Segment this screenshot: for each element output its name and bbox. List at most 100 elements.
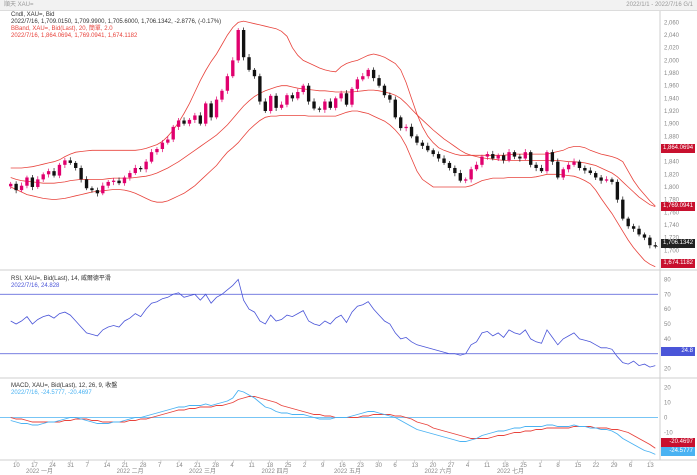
candle-body <box>290 95 295 99</box>
mid-band-tag: 1,769.0941 <box>661 202 695 211</box>
macd-axis-tick: 10 <box>664 401 671 407</box>
x-axis-day-label: 14 <box>104 463 111 469</box>
candle-body <box>139 167 143 170</box>
candle-body <box>399 117 403 129</box>
x-axis-day-label: 2 <box>303 463 307 469</box>
x-axis-month-label: 2022 二月 <box>117 468 144 475</box>
price-axis-tick: 1,900 <box>664 122 680 128</box>
candle-body <box>594 173 598 178</box>
candle-body <box>355 79 360 89</box>
x-axis-day-label: 24 <box>49 463 56 469</box>
rsi-axis-tick: 70 <box>664 292 671 298</box>
x-axis-day-label: 31 <box>67 463 74 469</box>
candle-body <box>117 180 121 184</box>
candle-body <box>209 103 213 118</box>
candle-body <box>382 85 387 96</box>
macd-axis-tick: 20 <box>664 386 671 392</box>
candle-body <box>111 180 116 182</box>
candle-body <box>149 152 154 162</box>
x-axis-day-label: 7 <box>158 463 162 469</box>
candle-body <box>556 161 560 178</box>
candle-body <box>9 183 13 187</box>
rsi-legend-line: RSI, XAU=, Bid(Last), 14, 威爾德平滑 <box>11 276 111 282</box>
candle-body <box>518 156 522 159</box>
candle-body <box>485 154 490 157</box>
candle-body <box>171 126 175 140</box>
candle-body <box>247 57 251 70</box>
price-axis-tick: 1,840 <box>664 160 680 166</box>
x-axis-day-label: 28 <box>212 463 219 469</box>
rsi-axis-tick: 80 <box>664 277 671 283</box>
x-axis-day-label: 22 <box>593 463 600 469</box>
candle-body <box>577 161 582 168</box>
candle-body <box>84 179 89 189</box>
x-axis-month-label: 2022 一月 <box>26 468 53 475</box>
candle-body <box>388 95 392 100</box>
candle-body <box>285 95 289 105</box>
candle-body <box>296 92 300 99</box>
candle-body <box>279 104 284 108</box>
candle-body <box>431 150 435 155</box>
candle-body <box>464 179 468 181</box>
price-axis-tick: 1,820 <box>664 172 680 178</box>
candle-body <box>214 99 219 118</box>
candle-body <box>334 98 338 108</box>
candle-body <box>631 226 636 229</box>
candle-body <box>30 177 35 187</box>
candle-body <box>442 158 446 163</box>
lower-band-tag: 1,674.1182 <box>661 259 695 268</box>
x-axis-day-label: 13 <box>412 463 419 469</box>
x-axis-day-label: 7 <box>85 463 89 469</box>
price-axis-tick: 1,800 <box>664 185 680 191</box>
macd-legend-line: 2022/7/16, -24.5777, -20.4697 <box>11 390 92 396</box>
price-axis-tick: 1,940 <box>664 96 680 102</box>
candle-body <box>106 181 110 186</box>
candle-body <box>377 78 381 86</box>
candle-body <box>63 160 67 165</box>
candle-body <box>642 234 647 238</box>
candle-body <box>469 169 473 180</box>
candle-body <box>648 237 652 246</box>
x-axis-day-label: 4 <box>466 463 470 469</box>
candle-body <box>269 95 273 112</box>
price-legend-line: Cndl, XAU=, Bid <box>11 12 55 18</box>
candle-body <box>599 177 603 181</box>
x-axis-month-label: 2022 四月 <box>261 468 288 475</box>
candle-body <box>436 154 441 159</box>
candle-body <box>501 155 506 161</box>
candle-body <box>572 161 576 165</box>
price-axis-tick: 1,700 <box>664 248 680 254</box>
candle-body <box>409 126 414 137</box>
x-axis-day-label: 6 <box>629 463 633 469</box>
x-axis-day-label: 25 <box>520 463 527 469</box>
x-axis-day-label: 16 <box>339 463 346 469</box>
candle-body <box>312 101 316 109</box>
candle-body <box>491 154 495 159</box>
candle-body <box>344 93 349 105</box>
candle-body <box>101 185 105 194</box>
price-axis-tick: 2,060 <box>664 20 680 26</box>
price-axis-tick: 1,960 <box>664 84 680 90</box>
candle-body <box>187 119 192 124</box>
x-axis-day-label: 21 <box>122 463 129 469</box>
rsi-axis-tick: 50 <box>664 322 671 328</box>
candle-body <box>193 115 197 120</box>
macd-axis-tick: -10 <box>664 431 673 437</box>
x-axis-day-label: 8 <box>556 463 560 469</box>
candle-body <box>458 173 462 181</box>
candle-body <box>604 179 609 181</box>
macd-value-tag: -24.5777 <box>661 447 695 456</box>
price-axis-tick: 2,020 <box>664 46 680 52</box>
price-axis-tick: 1,760 <box>664 210 680 216</box>
bband-middle-line <box>10 85 656 207</box>
candle-body <box>393 99 397 118</box>
x-axis-day-label: 1 <box>538 463 542 469</box>
x-axis-day-label: 28 <box>140 463 147 469</box>
price-axis-tick: 1,740 <box>664 223 680 229</box>
window-range-text: 2022/1/1 - 2022/7/16 G/1 <box>626 2 693 8</box>
candle-body <box>68 160 72 163</box>
candle-body <box>550 152 555 162</box>
candle-body <box>615 181 620 200</box>
candle-body <box>371 69 376 79</box>
